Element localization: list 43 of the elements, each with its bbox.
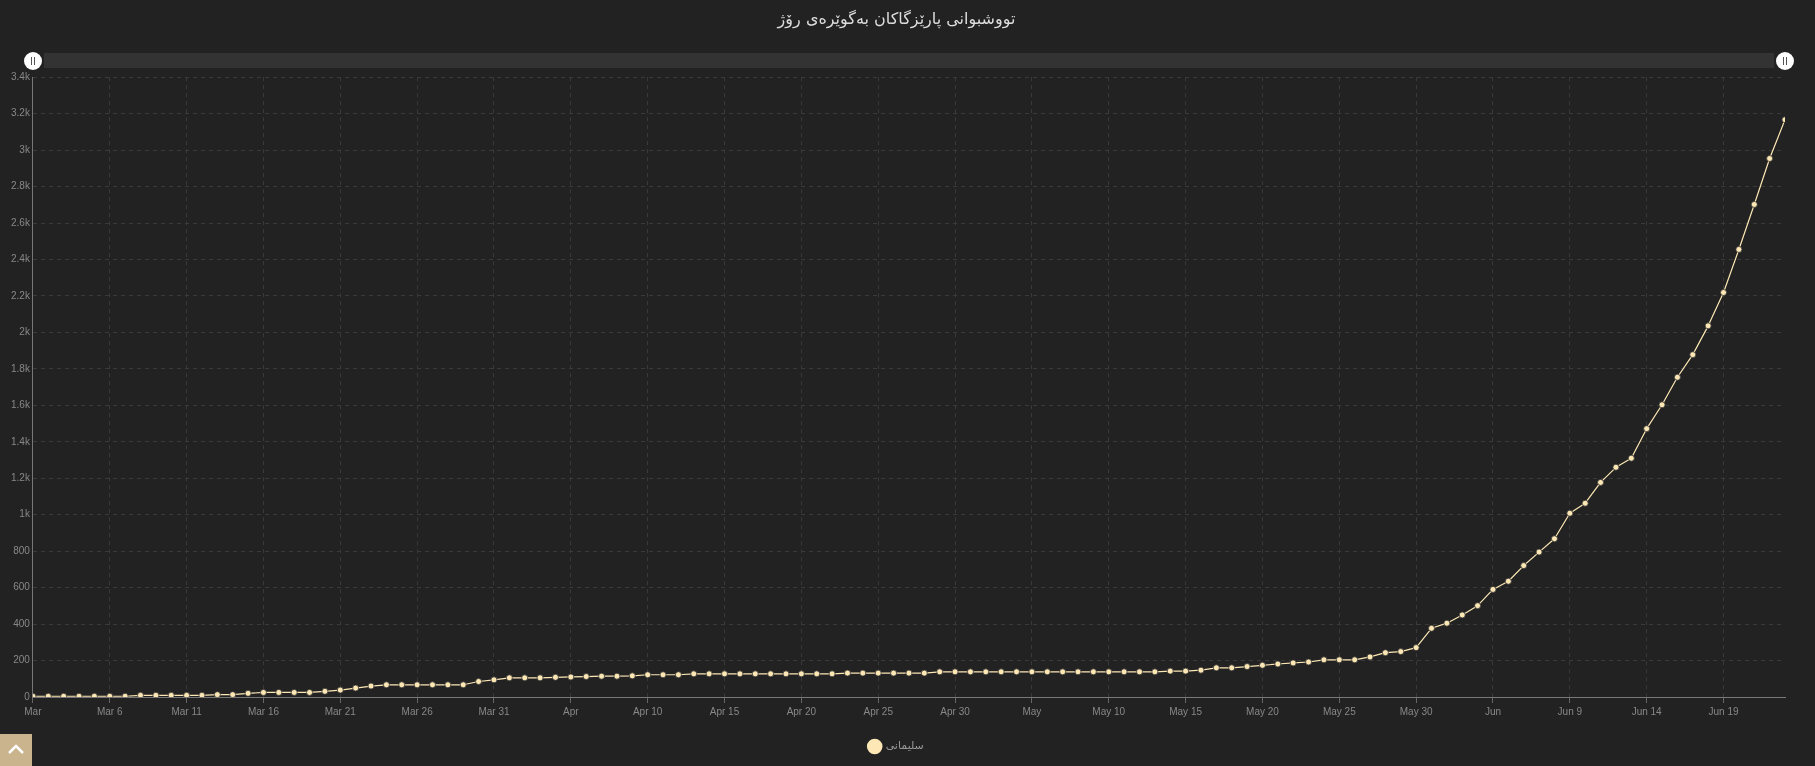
x-tick-label: Mar 6 [96, 705, 123, 717]
x-tick-label: Apr 20 [786, 705, 817, 717]
x-tick-label: Mar 16 [247, 705, 280, 717]
y-tick-label: 1.6k [11, 399, 31, 411]
x-tick-label: Mar 21 [324, 705, 357, 717]
y-tick-label: 600 [13, 581, 31, 593]
x-tick-label: May 10 [1092, 705, 1126, 717]
y-tick-label: 3.2k [11, 107, 31, 119]
x-tick-label: Apr [563, 705, 580, 717]
y-tick-label: 3k [19, 143, 31, 155]
y-tick-label: 3.4k [11, 70, 31, 82]
x-tick-label: May 25 [1322, 705, 1357, 717]
y-tick-label: 2.2k [11, 289, 31, 301]
x-tick-label: Jun 14 [1631, 705, 1663, 717]
x-tick-label: Apr 30 [940, 705, 971, 717]
x-tick-label: Jun [1484, 705, 1502, 717]
y-tick-label: 2.6k [11, 216, 31, 228]
y-tick-label: 1k [19, 508, 31, 520]
x-tick-label: Jun 19 [1708, 705, 1739, 717]
x-tick-label: Mar [24, 705, 43, 717]
y-tick-label: 2k [19, 326, 31, 338]
y-tick-label: 0 [24, 690, 31, 702]
y-tick-label: 200 [13, 654, 31, 666]
y-tick-label: 400 [13, 617, 31, 629]
chart-title: تووشبوانی پارێزگاکان بەگوێرەی رۆژ [776, 8, 1016, 29]
y-tick-label: 1.2k [11, 472, 31, 483]
x-tick-label: May 15 [1169, 705, 1203, 717]
x-tick-label: May 20 [1246, 705, 1280, 717]
y-tick-label: 1.8k [11, 362, 31, 374]
y-tick-label: 1.4k [11, 435, 31, 447]
x-tick-label: Mar 31 [478, 705, 510, 717]
x-tick-label: May 30 [1399, 705, 1433, 717]
legend-label: سلیمانی [885, 739, 924, 753]
y-tick-label: 2.4k [11, 253, 31, 265]
x-tick-label: Mar 11 [171, 705, 203, 717]
x-tick-label: Apr 10 [632, 705, 663, 717]
y-tick-label: 2.8k [11, 180, 31, 192]
x-tick-label: Mar 26 [401, 705, 434, 717]
x-tick-label: Jun 9 [1557, 705, 1583, 717]
x-tick-label: Apr 15 [709, 705, 740, 717]
x-tick-label: Apr 25 [863, 705, 894, 717]
y-tick-label: 800 [13, 544, 31, 556]
x-tick-label: May [1022, 705, 1042, 717]
